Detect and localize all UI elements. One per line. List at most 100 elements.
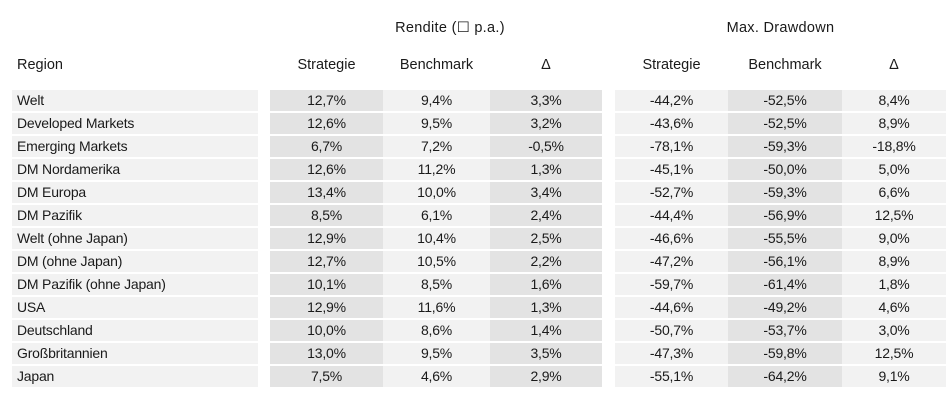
table-row: Welt 12,7% 9,4% 3,3% -44,2% -52,5% 8,4%: [0, 89, 947, 112]
region-cell: Developed Markets: [12, 113, 258, 134]
drawdown-strategie-cell: -52,7%: [615, 182, 728, 203]
rendite-benchmark-cell: 9,4%: [383, 90, 490, 111]
drawdown-strategie-cell: -50,7%: [615, 320, 728, 341]
region-cell: Welt: [12, 90, 258, 111]
rendite-benchmark-cell: 7,2%: [383, 136, 490, 157]
drawdown-delta-cell: 8,4%: [842, 90, 946, 111]
rendite-benchmark-cell: 8,6%: [383, 320, 490, 341]
drawdown-delta-cell: 6,6%: [842, 182, 946, 203]
rendite-benchmark-cell: 6,1%: [383, 205, 490, 226]
rendite-strategie-cell: 12,6%: [270, 113, 383, 134]
drawdown-delta-cell: 9,0%: [842, 228, 946, 249]
rendite-benchmark-cell: 11,2%: [383, 159, 490, 180]
rendite-delta-cell: 1,6%: [490, 274, 602, 295]
drawdown-delta-cell: 5,0%: [842, 159, 946, 180]
drawdown-delta-cell: 12,5%: [842, 205, 946, 226]
rendite-benchmark-cell: 11,6%: [383, 297, 490, 318]
drawdown-strategie-cell: -55,1%: [615, 366, 728, 387]
region-cell: USA: [12, 297, 258, 318]
rendite-benchmark-cell: 9,5%: [383, 113, 490, 134]
rendite-strategie-cell: 12,7%: [270, 90, 383, 111]
region-cell: Emerging Markets: [12, 136, 258, 157]
column-header-rendite-benchmark: Benchmark: [399, 57, 474, 73]
column-header-rendite-delta: Δ: [541, 57, 551, 73]
rendite-delta-cell: 2,9%: [490, 366, 602, 387]
rendite-strategie-cell: 8,5%: [270, 205, 383, 226]
drawdown-delta-cell: 1,8%: [842, 274, 946, 295]
drawdown-delta-cell: 3,0%: [842, 320, 946, 341]
drawdown-strategie-cell: -46,6%: [615, 228, 728, 249]
column-header-rendite-strategie: Strategie: [297, 57, 356, 73]
drawdown-benchmark-cell: -56,9%: [728, 205, 842, 226]
table-row: DM Pazifik 8,5% 6,1% 2,4% -44,4% -56,9% 12,5%: [0, 204, 947, 227]
rendite-strategie-cell: 7,5%: [270, 366, 383, 387]
rendite-delta-cell: 1,3%: [490, 159, 602, 180]
rendite-benchmark-cell: 10,5%: [383, 251, 490, 272]
rendite-strategie-cell: 10,1%: [270, 274, 383, 295]
drawdown-strategie-cell: -44,4%: [615, 205, 728, 226]
table-row: Deutschland 10,0% 8,6% 1,4% -50,7% -53,7% 3,0%: [0, 319, 947, 342]
group-header-rendite: Rendite (☐ p.a.): [395, 20, 505, 36]
drawdown-benchmark-cell: -52,5%: [728, 113, 842, 134]
drawdown-strategie-cell: -78,1%: [615, 136, 728, 157]
rendite-benchmark-cell: 10,4%: [383, 228, 490, 249]
drawdown-benchmark-cell: -61,4%: [728, 274, 842, 295]
rendite-strategie-cell: 12,9%: [270, 228, 383, 249]
rendite-delta-cell: 3,3%: [490, 90, 602, 111]
drawdown-strategie-cell: -43,6%: [615, 113, 728, 134]
column-header-drawdown-delta: Δ: [889, 57, 899, 73]
drawdown-delta-cell: 4,6%: [842, 297, 946, 318]
drawdown-strategie-cell: -44,6%: [615, 297, 728, 318]
table-row: DM Pazifik (ohne Japan) 10,1% 8,5% 1,6% -59,…: [0, 273, 947, 296]
rendite-delta-cell: 2,5%: [490, 228, 602, 249]
rendite-delta-cell: 2,4%: [490, 205, 602, 226]
rendite-delta-cell: 1,4%: [490, 320, 602, 341]
region-cell: DM Pazifik: [12, 205, 258, 226]
drawdown-delta-cell: 9,1%: [842, 366, 946, 387]
drawdown-delta-cell: 8,9%: [842, 113, 946, 134]
rendite-delta-cell: 2,2%: [490, 251, 602, 272]
region-cell: Großbritannien: [12, 343, 258, 364]
rendite-benchmark-cell: 8,5%: [383, 274, 490, 295]
drawdown-benchmark-cell: -59,8%: [728, 343, 842, 364]
table-row: Emerging Markets 6,7% 7,2% -0,5% -78,1% -59,3…: [0, 135, 947, 158]
drawdown-delta-cell: 8,9%: [842, 251, 946, 272]
region-cell: Japan: [12, 366, 258, 387]
rendite-strategie-cell: 12,7%: [270, 251, 383, 272]
rendite-delta-cell: 1,3%: [490, 297, 602, 318]
drawdown-benchmark-cell: -52,5%: [728, 90, 842, 111]
drawdown-benchmark-cell: -64,2%: [728, 366, 842, 387]
column-header-drawdown-benchmark: Benchmark: [748, 57, 822, 73]
rendite-strategie-cell: 13,4%: [270, 182, 383, 203]
drawdown-delta-cell: -18,8%: [842, 136, 946, 157]
rendite-delta-cell: 3,2%: [490, 113, 602, 134]
region-cell: Deutschland: [12, 320, 258, 341]
drawdown-benchmark-cell: -56,1%: [728, 251, 842, 272]
group-header-drawdown: Max. Drawdown: [726, 20, 835, 36]
rendite-delta-cell: 3,4%: [490, 182, 602, 203]
column-header-drawdown-strategie: Strategie: [642, 57, 701, 73]
rendite-strategie-cell: 12,6%: [270, 159, 383, 180]
drawdown-strategie-cell: -47,3%: [615, 343, 728, 364]
table-row: DM Europa 13,4% 10,0% 3,4% -52,7% -59,3% 6,6%: [0, 181, 947, 204]
rendite-benchmark-cell: 9,5%: [383, 343, 490, 364]
table-row: USA 12,9% 11,6% 1,3% -44,6% -49,2% 4,6%: [0, 296, 947, 319]
drawdown-strategie-cell: -45,1%: [615, 159, 728, 180]
rendite-strategie-cell: 13,0%: [270, 343, 383, 364]
drawdown-strategie-cell: -47,2%: [615, 251, 728, 272]
region-cell: DM Europa: [12, 182, 258, 203]
drawdown-delta-cell: 12,5%: [842, 343, 946, 364]
table-row: Japan 7,5% 4,6% 2,9% -55,1% -64,2% 9,1%: [0, 365, 947, 388]
region-cell: Welt (ohne Japan): [12, 228, 258, 249]
region-cell: DM Nordamerika: [12, 159, 258, 180]
rendite-strategie-cell: 6,7%: [270, 136, 383, 157]
table-row: Welt (ohne Japan) 12,9% 10,4% 2,5% -46,6% -55…: [0, 227, 947, 250]
table-row: Großbritannien 13,0% 9,5% 3,5% -47,3% -59,8% 1…: [0, 342, 947, 365]
rendite-benchmark-cell: 10,0%: [383, 182, 490, 203]
drawdown-strategie-cell: -44,2%: [615, 90, 728, 111]
table-row: DM (ohne Japan) 12,7% 10,5% 2,2% -47,2% -56,1…: [0, 250, 947, 273]
drawdown-benchmark-cell: -59,3%: [728, 182, 842, 203]
rendite-strategie-cell: 12,9%: [270, 297, 383, 318]
drawdown-benchmark-cell: -55,5%: [728, 228, 842, 249]
table-row: Developed Markets 12,6% 9,5% 3,2% -43,6% -52,…: [0, 112, 947, 135]
